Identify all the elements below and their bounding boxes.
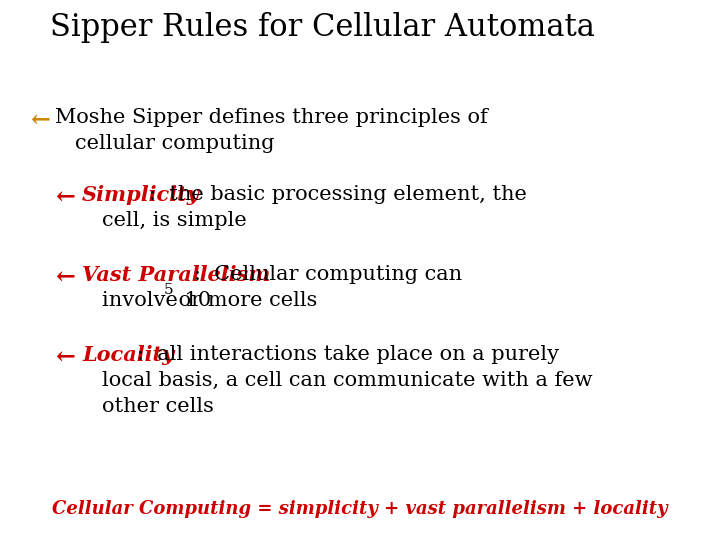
Text: cellular computing: cellular computing bbox=[75, 134, 274, 153]
Text: :  the basic processing element, the: : the basic processing element, the bbox=[149, 185, 527, 204]
Text: Locality: Locality bbox=[82, 345, 174, 365]
Text: ←: ← bbox=[55, 345, 75, 369]
Text: :  Cellular computing can: : Cellular computing can bbox=[194, 265, 462, 284]
Text: :  all interactions take place on a purely: : all interactions take place on a purel… bbox=[137, 345, 559, 364]
Text: Sipper Rules for Cellular Automata: Sipper Rules for Cellular Automata bbox=[50, 12, 595, 43]
Text: or more cells: or more cells bbox=[172, 291, 318, 310]
Text: ←: ← bbox=[30, 108, 50, 132]
Text: local basis, a cell can communicate with a few: local basis, a cell can communicate with… bbox=[102, 371, 593, 390]
Text: Vast Parallelism: Vast Parallelism bbox=[82, 265, 271, 285]
Text: Cellular Computing = simplicity + vast parallelism + locality: Cellular Computing = simplicity + vast p… bbox=[52, 500, 668, 517]
Text: 5: 5 bbox=[164, 283, 174, 297]
Text: ←: ← bbox=[55, 185, 75, 209]
Text: involve 10: involve 10 bbox=[102, 291, 211, 310]
Text: Moshe Sipper defines three principles of: Moshe Sipper defines three principles of bbox=[55, 108, 487, 127]
Text: Simplicity: Simplicity bbox=[82, 185, 200, 205]
Text: other cells: other cells bbox=[102, 397, 214, 416]
Text: ←: ← bbox=[55, 265, 75, 289]
Text: cell, is simple: cell, is simple bbox=[102, 211, 247, 230]
